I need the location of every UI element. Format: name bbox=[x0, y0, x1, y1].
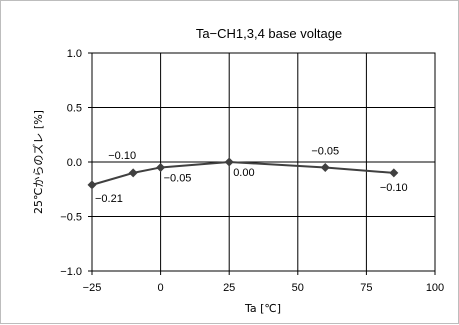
tick-labels: −25 0 25 50 75 100 1.0 0.5 0.0 −0.5 −1.0 bbox=[60, 48, 444, 294]
y-tick-label: 0.5 bbox=[67, 103, 82, 115]
data-point-marker bbox=[224, 157, 234, 167]
y-axis-title: 25℃からのズレ [%] bbox=[31, 110, 45, 214]
grid bbox=[92, 53, 435, 271]
x-tick-label: 50 bbox=[292, 282, 304, 294]
x-tick-label: 0 bbox=[158, 282, 164, 294]
y-tick-label: 1.0 bbox=[67, 48, 82, 60]
y-tick-label: 0.0 bbox=[67, 157, 82, 169]
data-label: −0.05 bbox=[311, 145, 339, 157]
data-point-marker bbox=[389, 168, 399, 178]
x-tick-label: 100 bbox=[426, 282, 444, 294]
data-label: −0.10 bbox=[380, 182, 408, 194]
data-point-marker bbox=[156, 162, 166, 172]
x-tick-label: 25 bbox=[223, 282, 235, 294]
data-label: −0.21 bbox=[95, 193, 123, 205]
data-labels: −0.21 −0.10 −0.05 0.00 −0.05 −0.10 bbox=[95, 145, 408, 204]
y-tick-label: −1.0 bbox=[60, 266, 82, 278]
data-point-marker bbox=[320, 162, 330, 172]
data-point-marker bbox=[87, 180, 97, 190]
x-tick-label: −25 bbox=[83, 282, 102, 294]
y-tick-label: −0.5 bbox=[60, 212, 82, 224]
x-tick-label: 75 bbox=[360, 282, 372, 294]
data-label: −0.05 bbox=[164, 172, 192, 184]
x-axis-title: Ta [℃] bbox=[244, 302, 281, 315]
data-point-marker bbox=[128, 168, 138, 178]
chart-title: Ta−CH1,3,4 base voltage bbox=[196, 26, 342, 41]
data-label: −0.10 bbox=[108, 150, 136, 162]
series-layer bbox=[87, 157, 399, 190]
series-line bbox=[91, 160, 394, 186]
data-label: 0.00 bbox=[233, 167, 254, 179]
